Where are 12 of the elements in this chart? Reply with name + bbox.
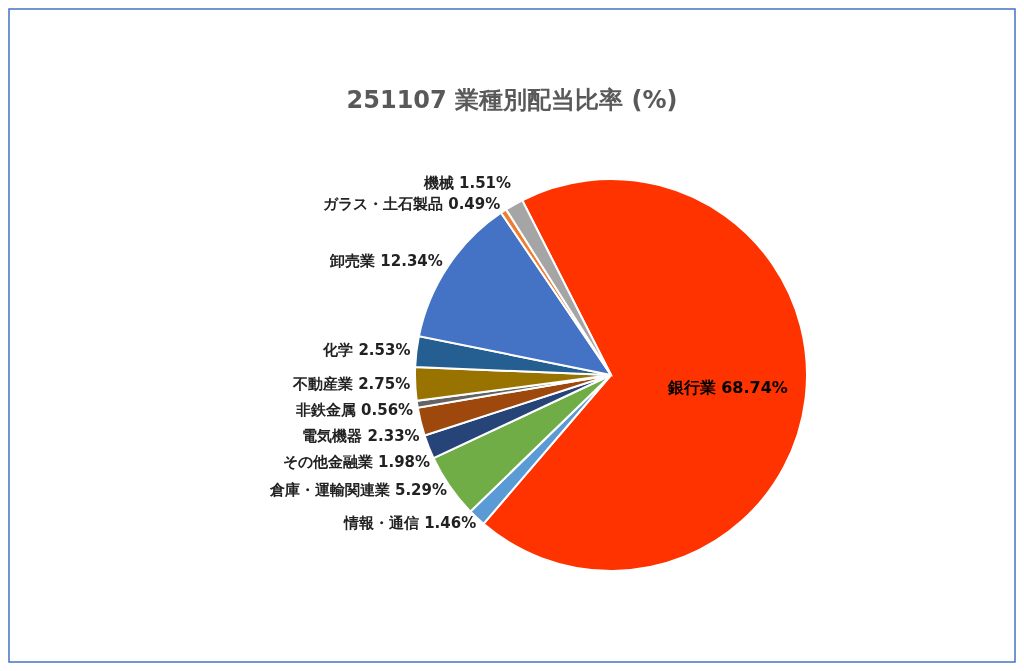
slice-label: ガラス・土石製品 0.49% bbox=[322, 194, 501, 213]
slice-label: 機械 1.51% bbox=[422, 173, 512, 192]
slice-label: 非鉄金属 0.56% bbox=[294, 400, 414, 419]
slice-label: その他金融業 1.98% bbox=[282, 452, 431, 471]
slice-label: 卸売業 12.34% bbox=[329, 252, 443, 271]
slice-label: 不動産業 2.75% bbox=[291, 374, 411, 393]
slice-label: 化学 2.53% bbox=[322, 341, 411, 360]
slice-label: 銀行業 68.74% bbox=[666, 378, 788, 398]
chart-title: 251107 業種別配当比率 (%) bbox=[346, 86, 678, 114]
slice-label: 電気機器 2.33% bbox=[302, 426, 420, 445]
slice-label: 倉庫・運輸関連業 5.29% bbox=[268, 481, 448, 500]
slice-label: 情報・通信 1.46% bbox=[342, 514, 477, 533]
